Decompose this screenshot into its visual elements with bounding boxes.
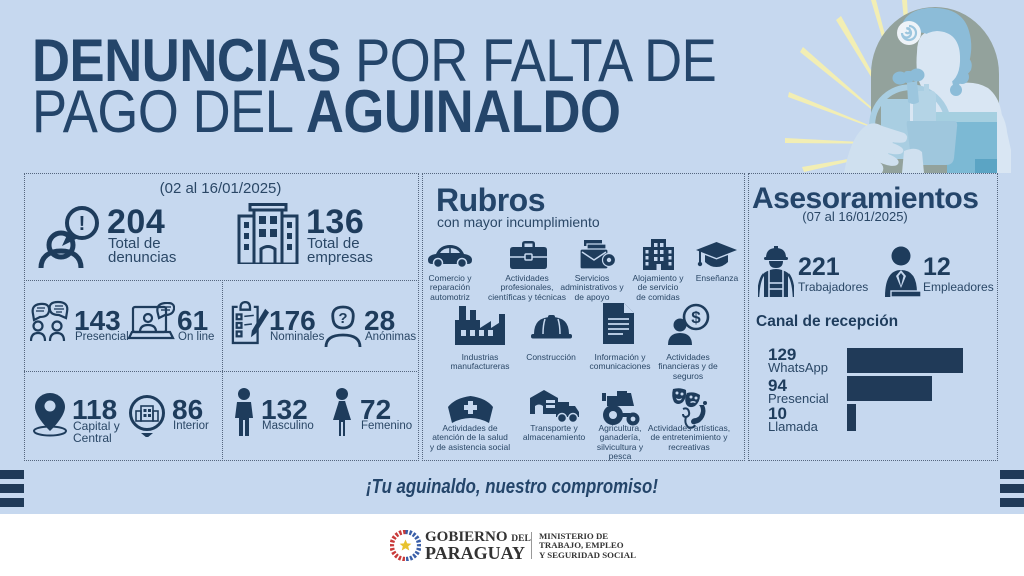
svg-text:!: ! (79, 213, 86, 235)
svg-text:$: $ (691, 308, 701, 327)
svg-text:?: ? (338, 310, 347, 327)
